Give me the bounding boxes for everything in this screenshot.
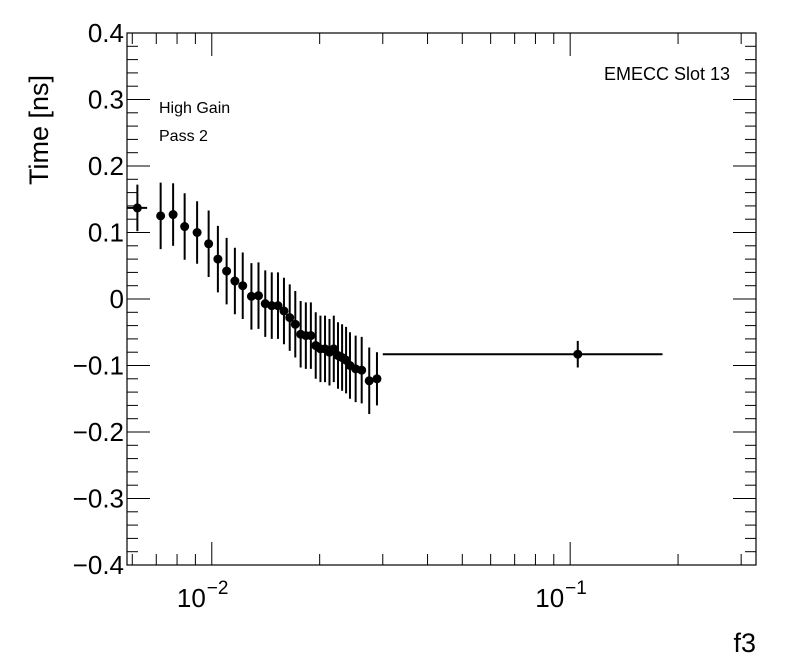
y-tick-label: 0.2 xyxy=(88,151,124,181)
data-point xyxy=(222,237,232,305)
y-tick-label: 0.3 xyxy=(88,85,124,115)
data-marker xyxy=(156,211,166,221)
y-axis-ticks: 0.4 0.3 0.2 0.1 0 −0.1 −0.2 −0.3 −0.4 xyxy=(73,18,756,580)
y-tick-label: 0.4 xyxy=(88,18,124,48)
y-tick-label: 0.1 xyxy=(88,218,124,248)
data-marker xyxy=(213,254,223,264)
data-point xyxy=(192,201,202,264)
x-tick-label-exponent: −1 xyxy=(565,578,587,599)
data-point xyxy=(180,193,190,260)
data-marker xyxy=(230,276,240,286)
data-marker xyxy=(132,203,142,213)
data-marker xyxy=(222,266,232,276)
data-marker xyxy=(246,291,256,301)
data-point xyxy=(273,272,283,339)
data-point xyxy=(267,272,277,339)
annotation-pass: Pass 2 xyxy=(159,128,208,145)
y-tick-label: −0.2 xyxy=(73,417,124,447)
data-point xyxy=(382,340,663,368)
data-marker xyxy=(253,291,263,301)
annotation-gain: High Gain xyxy=(159,100,230,117)
data-marker xyxy=(180,222,190,232)
data-marker xyxy=(285,313,295,323)
data-marker xyxy=(204,239,214,249)
data-point xyxy=(246,263,256,330)
data-point xyxy=(127,184,148,232)
data-marker xyxy=(279,306,289,316)
x-tick-label-exponent: −2 xyxy=(207,578,229,599)
data-marker xyxy=(267,301,277,311)
data-point xyxy=(372,352,382,406)
data-marker xyxy=(573,349,583,359)
data-point xyxy=(279,277,289,345)
data-points xyxy=(127,182,663,415)
data-point xyxy=(285,284,295,351)
data-point xyxy=(357,336,367,404)
data-marker xyxy=(372,374,382,384)
data-point xyxy=(306,302,316,369)
x-tick-label-base: 10 xyxy=(177,583,206,613)
x-axis-ticks: 10 −2 10 −1 xyxy=(131,33,742,613)
data-marker xyxy=(290,319,300,329)
y-axis-title: Time [ns] xyxy=(24,75,54,185)
data-point xyxy=(213,225,223,293)
data-marker xyxy=(329,344,339,354)
data-marker xyxy=(192,228,202,237)
data-point xyxy=(290,291,300,358)
y-tick-label: −0.3 xyxy=(73,484,124,514)
data-marker xyxy=(357,365,367,375)
data-point xyxy=(329,315,339,383)
x-tick-label: 10 −1 xyxy=(535,578,587,613)
x-tick-label: 10 −2 xyxy=(177,578,229,613)
annotation-slot: EMECC Slot 13 xyxy=(604,64,730,84)
data-marker xyxy=(238,281,248,291)
y-tick-label: −0.1 xyxy=(73,351,124,381)
data-marker xyxy=(306,331,316,341)
data-point xyxy=(253,262,263,329)
data-marker xyxy=(364,376,374,386)
y-tick-label: 0 xyxy=(110,284,124,314)
data-point xyxy=(364,347,374,415)
data-point xyxy=(238,252,248,319)
x-tick-label-base: 10 xyxy=(535,583,564,613)
data-marker xyxy=(273,301,283,311)
data-marker xyxy=(168,210,178,220)
data-point xyxy=(230,247,240,315)
x-axis-title: f3 xyxy=(733,628,756,658)
data-point xyxy=(204,210,214,278)
data-point xyxy=(168,183,178,246)
y-tick-label: −0.4 xyxy=(73,550,124,580)
data-point xyxy=(156,182,166,250)
